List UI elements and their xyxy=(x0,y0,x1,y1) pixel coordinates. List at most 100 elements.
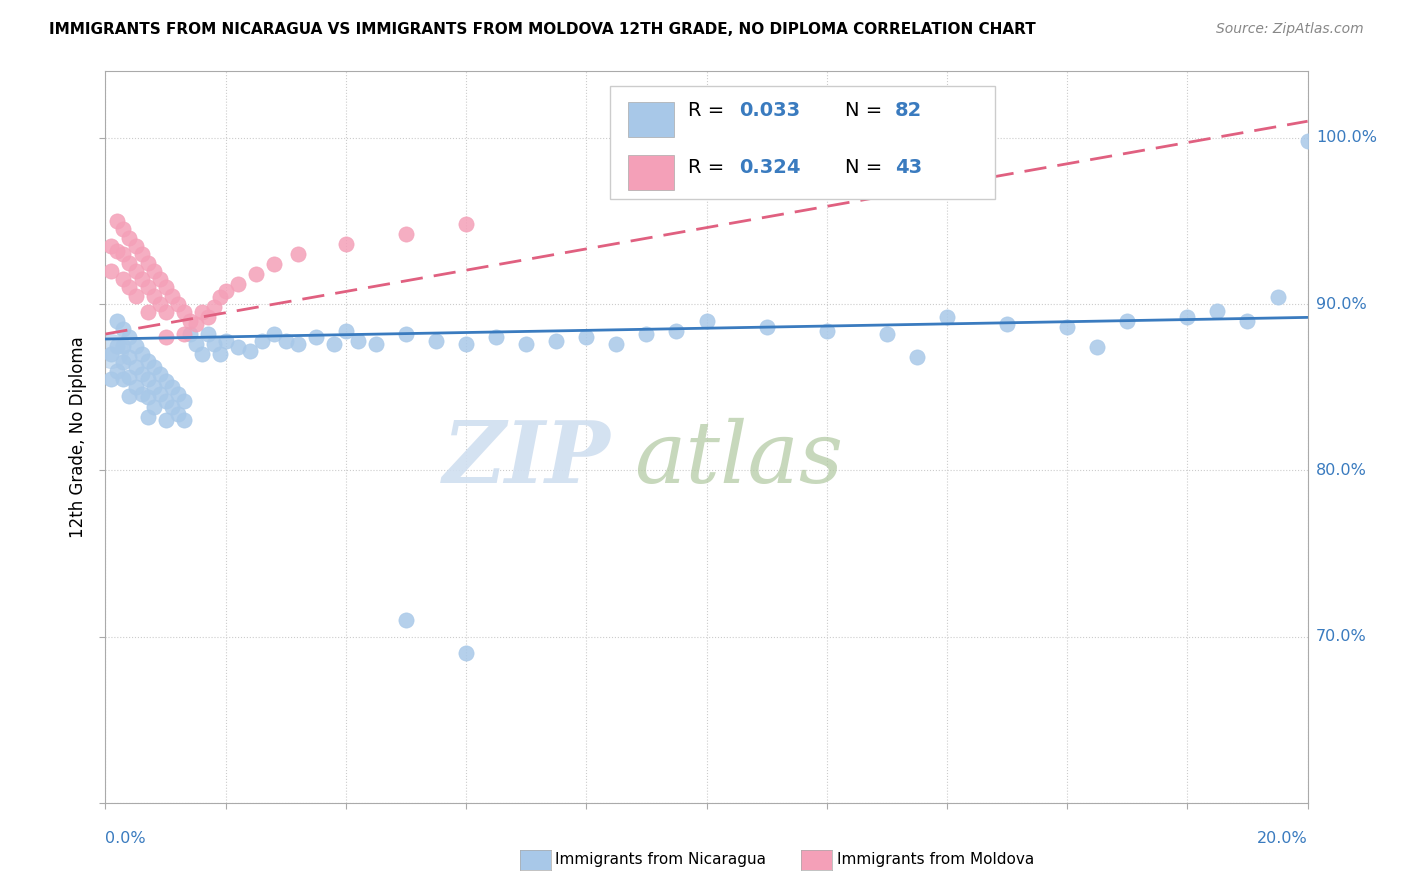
Point xyxy=(112,322,135,336)
Point xyxy=(118,388,141,402)
Point xyxy=(112,339,135,353)
Point xyxy=(1236,314,1258,328)
Text: 0.033: 0.033 xyxy=(740,102,800,120)
Point xyxy=(202,301,225,315)
Point xyxy=(112,372,135,386)
Point xyxy=(118,330,141,344)
Point xyxy=(364,337,387,351)
Point xyxy=(131,347,153,361)
Point xyxy=(118,351,141,365)
Text: R =: R = xyxy=(689,158,731,178)
Point xyxy=(454,337,477,351)
Text: Immigrants from Nicaragua: Immigrants from Nicaragua xyxy=(555,853,766,867)
Point xyxy=(148,367,170,381)
Point xyxy=(226,340,249,354)
Point xyxy=(335,237,357,252)
Point xyxy=(322,337,344,351)
Point xyxy=(124,339,146,353)
Point xyxy=(166,297,188,311)
Point xyxy=(696,314,718,328)
Text: 90.0%: 90.0% xyxy=(1316,297,1367,311)
Point xyxy=(250,334,273,348)
Point xyxy=(124,289,146,303)
Point xyxy=(1085,340,1108,354)
Point xyxy=(1296,134,1319,148)
Point xyxy=(100,347,122,361)
Point xyxy=(100,343,122,358)
Point xyxy=(575,330,598,344)
Point xyxy=(160,400,183,414)
Point xyxy=(107,214,129,228)
Point xyxy=(142,400,165,414)
Point xyxy=(124,380,146,394)
Text: 70.0%: 70.0% xyxy=(1316,629,1367,644)
Point xyxy=(208,347,231,361)
Point xyxy=(1206,303,1229,318)
Point xyxy=(454,646,477,660)
FancyBboxPatch shape xyxy=(610,86,995,200)
Point xyxy=(148,272,170,286)
Point xyxy=(425,334,447,348)
Text: 80.0%: 80.0% xyxy=(1316,463,1367,478)
Point xyxy=(136,305,159,319)
Point xyxy=(190,347,212,361)
Point xyxy=(160,289,183,303)
Text: N =: N = xyxy=(845,158,889,178)
Text: N =: N = xyxy=(845,102,889,120)
Text: R =: R = xyxy=(689,102,731,120)
Point xyxy=(124,239,146,253)
Point xyxy=(274,334,297,348)
Point xyxy=(226,277,249,292)
Point xyxy=(173,305,195,319)
Point xyxy=(287,247,309,261)
Text: Immigrants from Moldova: Immigrants from Moldova xyxy=(837,853,1033,867)
Point xyxy=(112,272,135,286)
Point xyxy=(546,334,568,348)
Point xyxy=(142,264,165,278)
Point xyxy=(876,326,898,341)
Point xyxy=(208,290,231,304)
Point xyxy=(136,390,159,404)
Point xyxy=(148,297,170,311)
Point xyxy=(755,320,778,334)
Point xyxy=(1116,314,1139,328)
Point xyxy=(197,310,219,325)
Point xyxy=(287,337,309,351)
Point xyxy=(155,305,177,319)
Point xyxy=(335,324,357,338)
Point xyxy=(166,407,188,421)
Point xyxy=(136,255,159,269)
Point xyxy=(1056,320,1078,334)
Point xyxy=(107,363,129,377)
Point xyxy=(148,387,170,401)
Point xyxy=(118,230,141,244)
Point xyxy=(112,355,135,369)
Point xyxy=(100,264,122,278)
Point xyxy=(173,393,195,408)
Point xyxy=(485,330,508,344)
Point xyxy=(142,360,165,375)
Point xyxy=(936,310,959,325)
Bar xyxy=(628,155,673,190)
Point xyxy=(179,314,201,328)
Point xyxy=(118,370,141,384)
Point xyxy=(173,326,195,341)
Point xyxy=(142,380,165,394)
Point xyxy=(131,367,153,381)
Point xyxy=(155,374,177,388)
Point xyxy=(190,305,212,319)
Point xyxy=(214,284,236,298)
Point xyxy=(995,317,1018,331)
Text: IMMIGRANTS FROM NICARAGUA VS IMMIGRANTS FROM MOLDOVA 12TH GRADE, NO DIPLOMA CORR: IMMIGRANTS FROM NICARAGUA VS IMMIGRANTS … xyxy=(49,22,1036,37)
Point xyxy=(107,339,129,353)
Point xyxy=(245,267,267,281)
Text: 82: 82 xyxy=(896,102,922,120)
Point xyxy=(202,337,225,351)
Point xyxy=(112,222,135,236)
Point xyxy=(395,326,418,341)
Point xyxy=(124,360,146,375)
Point xyxy=(107,314,129,328)
Point xyxy=(1267,290,1289,304)
Point xyxy=(100,372,122,386)
Point xyxy=(1175,310,1198,325)
